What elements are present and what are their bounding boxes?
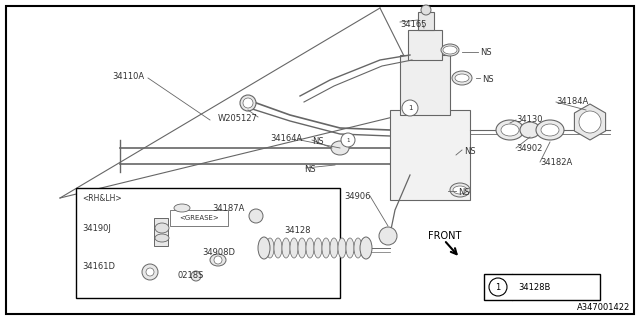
Text: 34130: 34130 — [516, 115, 543, 124]
Text: <RH&LH>: <RH&LH> — [82, 194, 122, 203]
Bar — [154, 218, 168, 246]
Text: 34908D: 34908D — [202, 248, 235, 257]
Text: NS: NS — [312, 137, 324, 146]
Ellipse shape — [330, 238, 338, 258]
Text: 34187A: 34187A — [212, 204, 244, 213]
Ellipse shape — [450, 183, 470, 197]
Ellipse shape — [453, 186, 467, 194]
Ellipse shape — [266, 238, 274, 258]
Ellipse shape — [452, 71, 472, 85]
Ellipse shape — [360, 237, 372, 259]
Circle shape — [214, 256, 222, 264]
Text: 34902: 34902 — [516, 144, 542, 153]
Ellipse shape — [354, 238, 362, 258]
Circle shape — [579, 111, 601, 133]
Ellipse shape — [455, 74, 469, 82]
Text: 34164A: 34164A — [270, 134, 302, 143]
Bar — [76, 188, 340, 298]
Text: 34182A: 34182A — [540, 158, 572, 167]
Circle shape — [402, 100, 418, 116]
Ellipse shape — [520, 122, 540, 138]
Text: NS: NS — [458, 188, 470, 197]
Bar — [408, 30, 442, 60]
Ellipse shape — [298, 238, 306, 258]
Ellipse shape — [174, 204, 190, 212]
Circle shape — [240, 95, 256, 111]
Bar — [418, 12, 434, 30]
Ellipse shape — [258, 237, 270, 259]
Text: FRONT: FRONT — [428, 231, 461, 241]
Ellipse shape — [338, 238, 346, 258]
Ellipse shape — [322, 238, 330, 258]
Ellipse shape — [274, 238, 282, 258]
Text: 34128B: 34128B — [518, 283, 550, 292]
Ellipse shape — [441, 44, 459, 56]
Text: A347001422: A347001422 — [577, 303, 630, 312]
Text: W205127: W205127 — [218, 114, 258, 123]
Circle shape — [191, 271, 201, 281]
Ellipse shape — [443, 46, 457, 54]
Text: 34165: 34165 — [400, 20, 426, 29]
Circle shape — [421, 5, 431, 15]
Text: 34110A: 34110A — [112, 72, 144, 81]
Text: 34161D: 34161D — [82, 262, 115, 271]
Text: 1: 1 — [408, 105, 412, 111]
Text: NS: NS — [464, 147, 476, 156]
Ellipse shape — [314, 238, 322, 258]
Ellipse shape — [331, 141, 349, 155]
Text: 34906: 34906 — [344, 192, 371, 201]
Text: NS: NS — [480, 48, 492, 57]
Text: 1: 1 — [346, 138, 349, 142]
Ellipse shape — [346, 238, 354, 258]
Circle shape — [243, 98, 253, 108]
Text: NS: NS — [304, 165, 316, 174]
Ellipse shape — [501, 124, 519, 136]
Ellipse shape — [210, 254, 226, 266]
Text: 0218S: 0218S — [178, 271, 204, 280]
Text: 1: 1 — [495, 283, 500, 292]
Ellipse shape — [282, 238, 290, 258]
Circle shape — [379, 227, 397, 245]
Text: 34184A: 34184A — [556, 97, 588, 106]
Text: NS: NS — [482, 75, 493, 84]
Ellipse shape — [496, 120, 524, 140]
Circle shape — [489, 278, 507, 296]
Bar — [170, 210, 228, 226]
Bar — [400, 55, 450, 115]
Ellipse shape — [290, 238, 298, 258]
Ellipse shape — [541, 124, 559, 136]
Text: 34128: 34128 — [284, 226, 310, 235]
Bar — [390, 110, 470, 200]
Bar — [484, 274, 600, 300]
Circle shape — [142, 264, 158, 280]
Circle shape — [146, 268, 154, 276]
Circle shape — [341, 133, 355, 147]
Ellipse shape — [536, 120, 564, 140]
Text: 34190J: 34190J — [82, 224, 111, 233]
Ellipse shape — [306, 238, 314, 258]
Ellipse shape — [155, 223, 169, 233]
Text: <GREASE>: <GREASE> — [179, 215, 219, 221]
Circle shape — [249, 209, 263, 223]
Ellipse shape — [155, 234, 169, 242]
